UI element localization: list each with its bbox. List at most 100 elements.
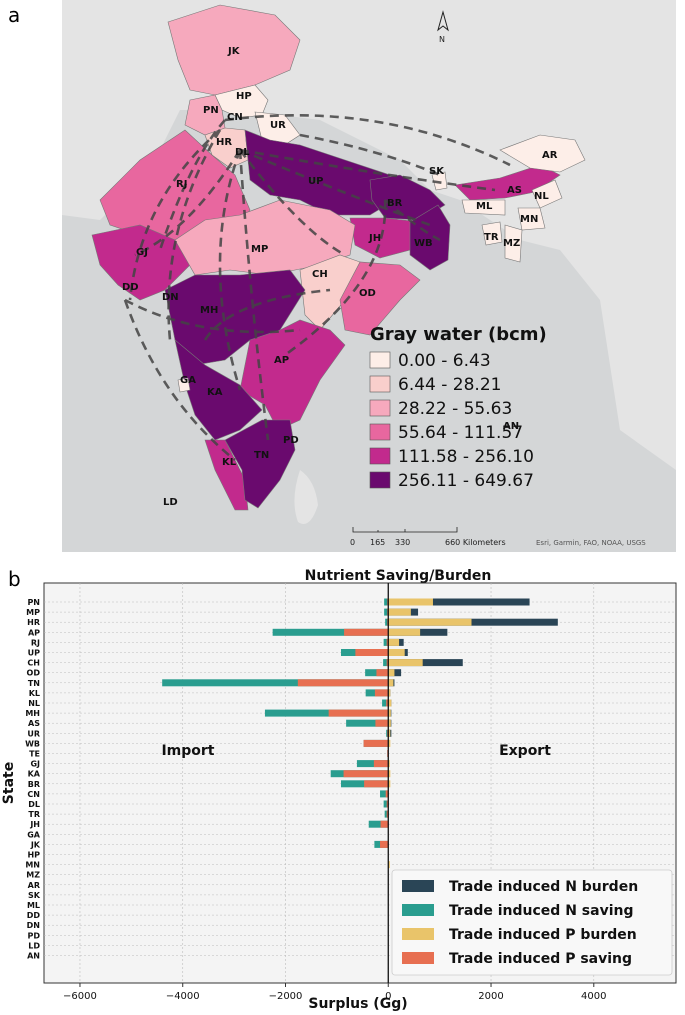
bar-trade-induced-p-saving (386, 699, 389, 707)
label-as: AS (507, 185, 522, 196)
label-tr: TR (484, 232, 499, 243)
bar-trade-induced-p-saving (374, 689, 389, 697)
bar-trade-induced-p-burden (388, 659, 423, 667)
bar-trade-induced-n-saving (385, 618, 389, 626)
graywater-legend-label: 256.11 - 649.67 (398, 471, 534, 491)
chart-legend-swatch (402, 928, 434, 940)
bar-trade-induced-p-saving (385, 790, 389, 798)
bar-trade-induced-n-saving (383, 638, 389, 646)
x-axis-label: Surplus (Gg) (308, 996, 407, 1012)
bar-trade-induced-p-saving (297, 679, 389, 687)
state-sk (431, 171, 448, 191)
bar-trade-induced-n-saving (368, 820, 389, 828)
bar-trade-induced-p-saving (343, 770, 389, 778)
scale-tick-330: 330 (395, 538, 410, 547)
label-dd: DD (122, 282, 139, 293)
y-tick-label: PN (27, 598, 40, 607)
bar-trade-induced-p-burden (388, 729, 391, 737)
state-ml (461, 199, 506, 216)
label-an: AN (503, 421, 519, 432)
bar-trade-induced-p-burden (388, 780, 391, 788)
label-ch: CH (312, 269, 328, 280)
label-hp: HP (236, 91, 252, 102)
y-tick-label: DL (28, 800, 40, 809)
sri-lanka-land (294, 470, 318, 524)
y-tick-label: DD (27, 911, 41, 920)
bar-trade-induced-p-burden (388, 628, 421, 636)
bar-trade-induced-p-burden (388, 679, 394, 687)
y-tick-label: SK (28, 891, 41, 900)
bar-trade-induced-n-saving (272, 628, 389, 636)
label-up: UP (308, 176, 323, 187)
y-tick-label: UP (28, 649, 40, 658)
chart-title: Nutrient Saving/Burden (305, 568, 492, 584)
y-tick-label: GJ (30, 760, 40, 769)
bar-trade-induced-p-burden (388, 618, 472, 626)
y-tick-label: BR (28, 780, 40, 789)
chart-legend-label: Trade induced N saving (449, 903, 633, 919)
y-axis-label: State (1, 762, 17, 804)
label-ga: GA (180, 375, 196, 386)
y-tick-label: LD (28, 941, 40, 950)
bar-trade-induced-p-burden (388, 638, 400, 646)
panel-b-label: b (8, 567, 21, 591)
y-tick-label: HR (27, 618, 40, 627)
state-ap (239, 319, 346, 431)
bar-trade-induced-p-saving (380, 820, 389, 828)
graywater-legend-label: 0.00 - 6.43 (398, 351, 491, 371)
bar-trade-induced-n-saving (384, 608, 389, 616)
bar-trade-induced-n-saving (356, 760, 389, 768)
bar-trade-induced-p-burden (388, 598, 433, 606)
y-tick-label: WB (25, 739, 40, 748)
bar-trade-induced-n-burden (388, 659, 463, 667)
x-tick-label: −6000 (63, 991, 97, 1002)
x-tick-label: −2000 (269, 991, 303, 1002)
graywater-legend-label: 55.64 - 111.57 (398, 423, 523, 443)
india-map: JK HP PN CN UR HR DL RJ UP SK AR AS NL M… (62, 0, 676, 552)
state-nl (531, 179, 563, 209)
graywater-legend-swatch (369, 375, 391, 393)
label-cn: CN (227, 112, 243, 123)
import-annotation: Import (161, 743, 214, 759)
label-jh: JH (368, 233, 381, 244)
x-tick-label: 2000 (478, 991, 503, 1002)
y-tick-label: OD (27, 669, 41, 678)
bar-trade-induced-p-burden (388, 861, 390, 869)
label-ar: AR (542, 150, 558, 161)
chart-legend-label: Trade induced P burden (449, 927, 637, 943)
y-tick-label: DN (27, 921, 40, 930)
bar-trade-induced-n-saving (383, 800, 389, 808)
bar-trade-induced-p-saving (373, 760, 389, 768)
graywater-legend-label: 28.22 - 55.63 (398, 399, 512, 419)
state-ka (174, 339, 263, 441)
bar-trade-induced-p-burden (388, 669, 395, 677)
label-dn: DN (162, 292, 179, 303)
state-mz (504, 224, 523, 263)
graywater-legend-swatch (369, 399, 391, 417)
bar-trade-induced-p-saving (386, 659, 389, 667)
y-tick-label: AN (27, 952, 40, 961)
y-tick-label: ML (27, 901, 40, 910)
north-label: N (439, 35, 445, 44)
scale-tick-660: 660 Kilometers (445, 538, 506, 547)
trade-flow-lines (123, 114, 511, 462)
y-tick-label: TE (29, 750, 40, 759)
graywater-legend: Gray water (bcm) 0.00 - 6.43 6.44 - 28.21… (369, 324, 547, 491)
y-tick-label: HP (27, 851, 40, 860)
x-tick-label: 0 (385, 991, 391, 1002)
state-labels: JK HP PN CN UR HR DL RJ UP SK AR AS NL M… (122, 46, 558, 508)
bar-trade-induced-n-burden (388, 618, 558, 626)
graywater-legend-label: 6.44 - 28.21 (398, 375, 501, 395)
label-kl: KL (222, 457, 237, 468)
bar-trade-induced-p-burden (388, 760, 390, 768)
state-wb (409, 204, 451, 271)
graywater-legend-label: 111.58 - 256.10 (398, 447, 534, 467)
panel-a-label: a (8, 3, 20, 27)
label-wb: WB (414, 238, 433, 249)
x-tick-label: −4000 (166, 991, 200, 1002)
label-jk: JK (227, 46, 241, 57)
y-tick-label: AS (28, 719, 40, 728)
y-tick-label: TN (28, 679, 40, 688)
y-tick-label: TR (28, 810, 40, 819)
